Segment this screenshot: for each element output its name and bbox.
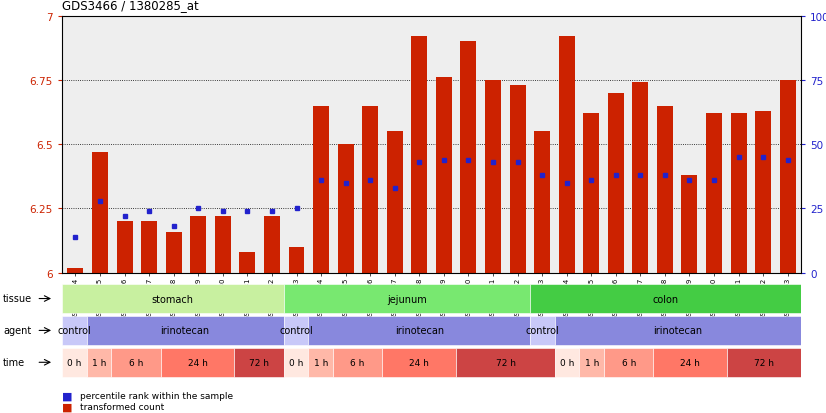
Bar [510,86,525,273]
Bar [308,316,530,345]
Text: 0 h: 0 h [67,358,82,367]
Bar [284,285,530,313]
Bar [530,316,555,345]
Text: control: control [525,325,559,336]
Text: 1 h: 1 h [585,358,599,367]
Text: 24 h: 24 h [188,358,207,367]
Text: time: time [3,357,25,367]
Bar [112,348,160,377]
Text: irinotecan: irinotecan [653,325,703,336]
Bar [558,37,575,273]
Bar [92,152,108,273]
Bar [382,348,456,377]
Bar [62,348,87,377]
Bar [555,348,580,377]
Text: 1 h: 1 h [92,358,106,367]
Bar [308,348,333,377]
Text: irinotecan: irinotecan [160,325,210,336]
Text: 24 h: 24 h [410,358,430,367]
Text: colon: colon [653,294,679,304]
Bar [485,81,501,273]
Bar [87,316,284,345]
Text: 6 h: 6 h [350,358,365,367]
Bar [338,145,354,273]
Text: ■: ■ [62,390,73,400]
Bar [755,112,771,273]
Text: agent: agent [3,325,31,335]
Bar [706,114,722,273]
Text: 0 h: 0 h [289,358,303,367]
Bar [534,132,550,273]
Text: tissue: tissue [3,293,32,303]
Text: control: control [279,325,313,336]
Bar [160,348,235,377]
Bar [583,114,599,273]
Text: GDS3466 / 1380285_at: GDS3466 / 1380285_at [62,0,199,12]
Bar [215,216,230,273]
Bar [190,216,206,273]
Bar [608,93,624,273]
Text: 72 h: 72 h [249,358,269,367]
Bar [657,106,673,273]
Bar [68,268,83,273]
Text: stomach: stomach [152,294,194,304]
Bar [653,348,728,377]
Text: percentile rank within the sample: percentile rank within the sample [80,391,233,400]
Bar [681,176,697,273]
Text: irinotecan: irinotecan [395,325,444,336]
Text: 6 h: 6 h [621,358,636,367]
Text: 24 h: 24 h [681,358,700,367]
Bar [87,348,112,377]
Text: control: control [57,325,91,336]
Text: 72 h: 72 h [496,358,515,367]
Bar [288,247,305,273]
Bar [580,348,604,377]
Bar [240,252,255,273]
Bar [333,348,382,377]
Bar [62,316,87,345]
Bar [363,106,378,273]
Bar [436,78,452,273]
Bar [387,132,403,273]
Bar [530,285,801,313]
Bar [411,37,427,273]
Bar [456,348,555,377]
Bar [166,232,182,273]
Bar [284,316,308,345]
Bar [116,222,132,273]
Bar [780,81,795,273]
Text: jejunum: jejunum [387,294,427,304]
Bar [62,285,284,313]
Bar [313,106,329,273]
Bar [728,348,801,377]
Bar [633,83,648,273]
Text: 6 h: 6 h [129,358,143,367]
Bar [141,222,157,273]
Text: transformed count: transformed count [80,402,164,411]
Text: 1 h: 1 h [314,358,328,367]
Bar [555,316,801,345]
Bar [235,348,284,377]
Bar [460,42,477,273]
Bar [284,348,308,377]
Bar [731,114,747,273]
Bar [604,348,653,377]
Text: 72 h: 72 h [754,358,774,367]
Text: 0 h: 0 h [560,358,574,367]
Bar [264,216,280,273]
Text: ■: ■ [62,401,73,411]
